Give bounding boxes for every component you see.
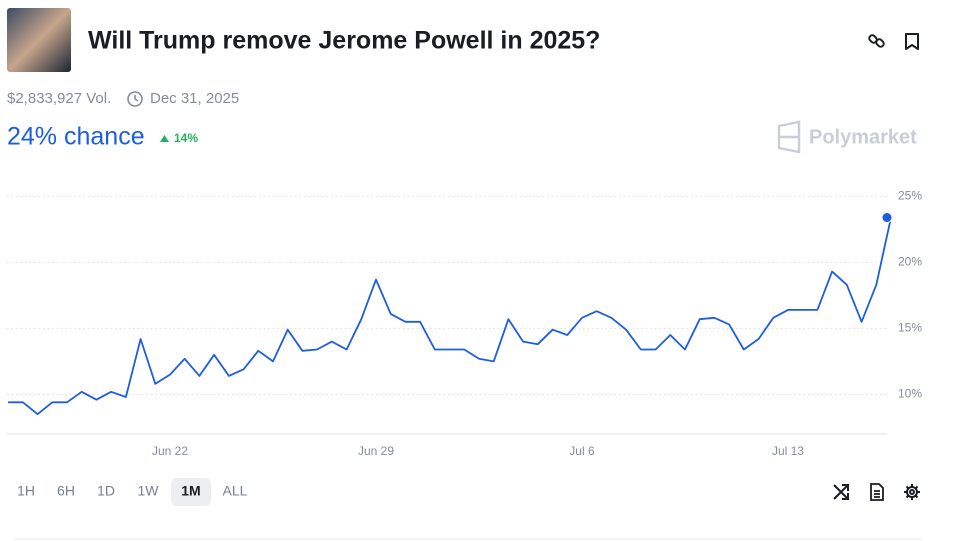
y-tick-label: 25% bbox=[898, 189, 922, 203]
x-tick-label: Jul 13 bbox=[772, 444, 804, 458]
change-arrow bbox=[160, 135, 169, 142]
time-range-button[interactable]: 1D bbox=[97, 483, 115, 499]
x-tick-label: Jun 22 bbox=[152, 444, 188, 458]
volume: $2,833,927 Vol. bbox=[7, 90, 111, 107]
link-icon[interactable] bbox=[868, 34, 885, 48]
y-tick-label: 10% bbox=[898, 387, 922, 401]
market-image bbox=[7, 8, 71, 72]
end-date: Dec 31, 2025 bbox=[150, 90, 239, 107]
bookmark-icon[interactable] bbox=[905, 33, 919, 50]
time-range-button[interactable]: 1W bbox=[138, 483, 160, 499]
clock-icon bbox=[127, 91, 143, 107]
brand-logo bbox=[777, 120, 801, 154]
change: 14% bbox=[174, 131, 198, 145]
document-icon[interactable] bbox=[870, 483, 884, 501]
range-selected-bg bbox=[171, 478, 211, 506]
chance: 24% chance bbox=[7, 123, 145, 151]
time-range-button[interactable]: 1H bbox=[17, 483, 35, 499]
shuffle-icon[interactable] bbox=[833, 484, 849, 500]
time-range-button[interactable]: 6H bbox=[57, 483, 75, 499]
current-point bbox=[881, 212, 893, 224]
x-tick-label: Jul 6 bbox=[569, 444, 595, 458]
time-range-button[interactable]: ALL bbox=[223, 483, 248, 499]
market-title: Will Trump remove Jerome Powell in 2025? bbox=[88, 27, 600, 55]
brand: Polymarket bbox=[809, 126, 917, 148]
x-tick-label: Jun 29 bbox=[358, 444, 394, 458]
time-range-button[interactable]: 1M bbox=[181, 483, 200, 499]
price-line bbox=[8, 217, 892, 416]
y-tick-label: 20% bbox=[898, 255, 922, 269]
settings-icon[interactable] bbox=[904, 484, 920, 500]
y-tick-label: 15% bbox=[898, 321, 922, 335]
